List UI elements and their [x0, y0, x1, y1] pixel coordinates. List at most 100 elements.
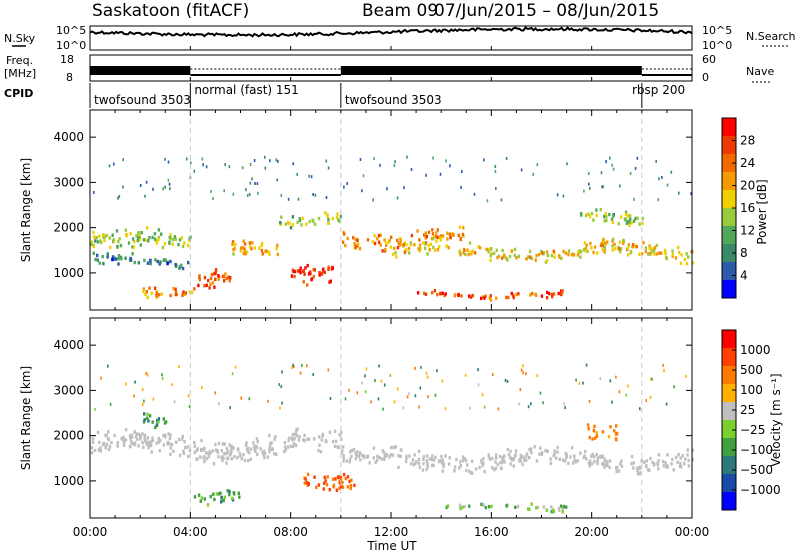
- scatter-cell: [397, 241, 401, 246]
- scatter-cell: [562, 249, 565, 254]
- scatter-cell: [413, 243, 416, 247]
- scatter-cell: [622, 239, 626, 243]
- scatter-cell: [205, 283, 208, 287]
- scatter-cell: [342, 459, 345, 463]
- scatter-cell: [321, 269, 325, 273]
- x-tick-label: 00:00: [73, 525, 108, 539]
- x-tick-label: 04:00: [173, 525, 208, 539]
- scatter-cell: [591, 452, 594, 457]
- scatter-cell: [489, 294, 492, 298]
- velocity-panel-frame: [89, 317, 693, 519]
- scatter-cell: [94, 407, 96, 411]
- scatter-cell: [274, 435, 277, 439]
- scatter-cell: [541, 251, 544, 255]
- scatter-cell: [329, 279, 332, 283]
- cpid-label: CPID: [4, 87, 33, 100]
- scatter-cell: [512, 295, 515, 300]
- scatter-cell: [239, 249, 242, 253]
- scatter-cell: [164, 435, 167, 439]
- scatter-cell: [197, 493, 201, 497]
- scatter-cell: [157, 420, 160, 424]
- scatter-cell: [122, 185, 124, 189]
- scatter-cell: [220, 449, 223, 453]
- scatter-cell: [442, 462, 445, 466]
- scatter-cell: [425, 467, 428, 472]
- scatter-cell: [399, 237, 402, 241]
- scatter-cell: [469, 471, 472, 475]
- scatter-cell: [103, 442, 106, 446]
- scatter-cell: [327, 265, 330, 269]
- scatter-cell: [651, 460, 654, 465]
- scatter-cell: [188, 448, 192, 453]
- scatter-cell: [671, 457, 674, 462]
- scatter-cell: [304, 266, 307, 270]
- scatter-cell: [130, 440, 133, 444]
- scatter-cell: [396, 246, 400, 250]
- scatter-cell: [225, 456, 229, 461]
- scatter-cell: [510, 457, 513, 461]
- scatter-cell: [94, 239, 97, 243]
- y-tick-label: 2000: [53, 221, 84, 235]
- velocity-colorbar-swatch: [722, 402, 736, 421]
- scatter-cell: [503, 460, 506, 464]
- scatter-cell: [223, 442, 226, 446]
- scatter-cell: [157, 228, 161, 232]
- scatter-cell: [653, 246, 657, 250]
- scatter-cell: [657, 198, 659, 202]
- scatter-cell: [115, 229, 119, 233]
- scatter-cell: [249, 457, 252, 461]
- scatter-cell: [383, 383, 386, 387]
- freq-unit-label: [MHz]: [4, 67, 36, 80]
- scatter-cell: [513, 247, 517, 252]
- scatter-cell: [499, 461, 502, 465]
- scatter-cell: [545, 296, 549, 300]
- x-tick-label: 08:00: [273, 525, 308, 539]
- scatter-cell: [556, 193, 559, 197]
- scatter-cell: [604, 241, 607, 246]
- velocity-colorbar-frame: [721, 329, 737, 511]
- scatter-cell: [588, 435, 591, 440]
- scatter-cell: [174, 262, 177, 267]
- scatter-cell: [604, 212, 607, 216]
- scatter-cell: [518, 402, 521, 406]
- scatter-cell: [379, 163, 381, 167]
- scatter-cell: [298, 218, 302, 223]
- scatter-cell: [261, 252, 264, 256]
- scatter-cell: [315, 485, 318, 489]
- scatter-cell: [611, 248, 614, 252]
- scatter-cell: [388, 455, 391, 459]
- scatter-cell: [162, 443, 165, 447]
- scatter-cell: [139, 437, 142, 441]
- scatter-cell: [488, 457, 492, 461]
- scatter-cell: [232, 252, 235, 256]
- scatter-cell: [441, 458, 444, 462]
- scatter-cell: [535, 506, 538, 510]
- scatter-cell: [107, 447, 111, 452]
- scatter-cell: [207, 278, 210, 283]
- scatter-cell: [105, 433, 108, 437]
- scatter-cell: [201, 385, 203, 389]
- scatter-cell: [494, 170, 497, 173]
- scatter-cell: [390, 235, 393, 239]
- scatter-cell: [158, 293, 161, 297]
- scatter-cell: [138, 237, 142, 242]
- scatter-cell: [481, 295, 485, 299]
- scatter-cell: [686, 453, 689, 457]
- scatter-cell: [596, 459, 599, 463]
- scatter-cell: [413, 453, 416, 457]
- scatter-cell: [573, 458, 576, 462]
- scatter-cell: [683, 461, 686, 466]
- scatter-cell: [691, 448, 694, 452]
- scatter-cell: [151, 235, 154, 240]
- scatter-cell: [439, 234, 442, 238]
- x-tick-label: 00:00: [675, 525, 710, 539]
- scatter-cell: [312, 193, 314, 196]
- scatter-cell: [614, 246, 617, 251]
- scatter-cell: [622, 241, 625, 245]
- scatter-cell: [519, 454, 523, 459]
- scatter-cell: [627, 243, 631, 247]
- scatter-cell: [424, 231, 427, 235]
- power-colorbar-tick-label: 24: [740, 156, 755, 170]
- scatter-cell: [325, 159, 328, 163]
